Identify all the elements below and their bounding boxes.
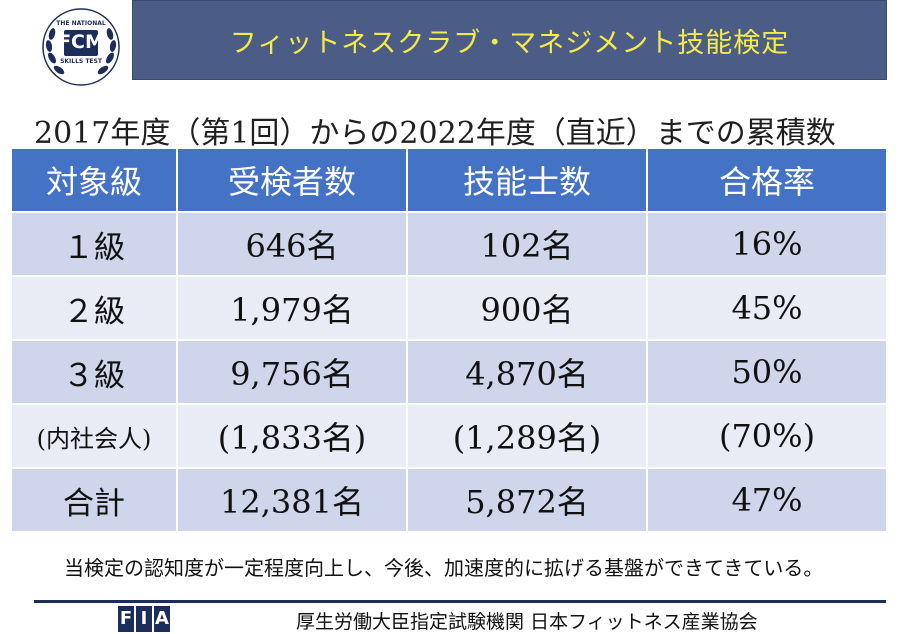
page-subtitle: 2017年度（第1回）からの2022年度（直近）までの累積数 — [34, 116, 836, 151]
title-banner: フィットネスクラブ・マネジメント技能検定 — [132, 0, 887, 80]
fia-logo: F I A — [118, 606, 170, 632]
cell-examinees: 12,381名 — [176, 467, 408, 533]
footnote-text: 当検定の認知度が一定程度向上し、今後、加速度的に拡げる基盤ができてきている。 — [64, 556, 824, 580]
cell-pass-rate: (70%) — [646, 403, 888, 469]
cell-examinees: 646名 — [176, 211, 408, 277]
laurel-icon — [42, 8, 120, 86]
fia-letter: F — [118, 606, 134, 632]
table-header-row: 対象級 受検者数 技能士数 合格率 — [10, 147, 888, 213]
cell-certified: 4,870名 — [406, 339, 648, 405]
cell-pass-rate: 45% — [646, 275, 888, 341]
cell-pass-rate: 50% — [646, 339, 888, 405]
table-row: (内社会人) (1,833名) (1,289名) (70%) — [10, 403, 888, 469]
cell-examinees: 1,979名 — [176, 275, 408, 341]
cell-level: １級 — [10, 211, 178, 277]
banner-title: フィットネスクラブ・マネジメント技能検定 — [229, 27, 790, 59]
cell-level: (内社会人) — [10, 403, 178, 469]
cell-level: ２級 — [10, 275, 178, 341]
header-examinees: 受検者数 — [176, 147, 408, 213]
cell-pass-rate: 16% — [646, 211, 888, 277]
footer-divider — [34, 600, 886, 603]
table-row: ３級 9,756名 4,870名 50% — [10, 339, 888, 405]
logo-main-text: FCM — [58, 31, 104, 53]
fcm-logo: THE NATIONAL FCM SKILLS TEST — [40, 6, 122, 88]
cell-examinees: 9,756名 — [176, 339, 408, 405]
logo-bottom-text: SKILLS TEST — [60, 58, 102, 65]
cell-pass-rate: 47% — [646, 467, 888, 533]
cell-certified: 5,872名 — [406, 467, 648, 533]
table-row: ２級 1,979名 900名 45% — [10, 275, 888, 341]
cell-certified: (1,289名) — [406, 403, 648, 469]
fia-letter: A — [154, 606, 170, 632]
fia-letter: I — [136, 606, 152, 632]
header-pass-rate: 合格率 — [646, 147, 888, 213]
cell-examinees: (1,833名) — [176, 403, 408, 469]
cell-certified: 102名 — [406, 211, 648, 277]
organization-name: 厚生労働大臣指定試験機関 日本フィットネス産業協会 — [296, 611, 758, 633]
results-table: 対象級 受検者数 技能士数 合格率 １級 646名 102名 16% ２級 1,… — [10, 147, 888, 533]
table-row: １級 646名 102名 16% — [10, 211, 888, 277]
cell-level: 合計 — [10, 467, 178, 533]
logo-top-text: THE NATIONAL — [56, 20, 106, 27]
cell-level: ３級 — [10, 339, 178, 405]
table-row-total: 合計 12,381名 5,872名 47% — [10, 467, 888, 533]
header-level: 対象級 — [10, 147, 178, 213]
header-certified: 技能士数 — [406, 147, 648, 213]
cell-certified: 900名 — [406, 275, 648, 341]
